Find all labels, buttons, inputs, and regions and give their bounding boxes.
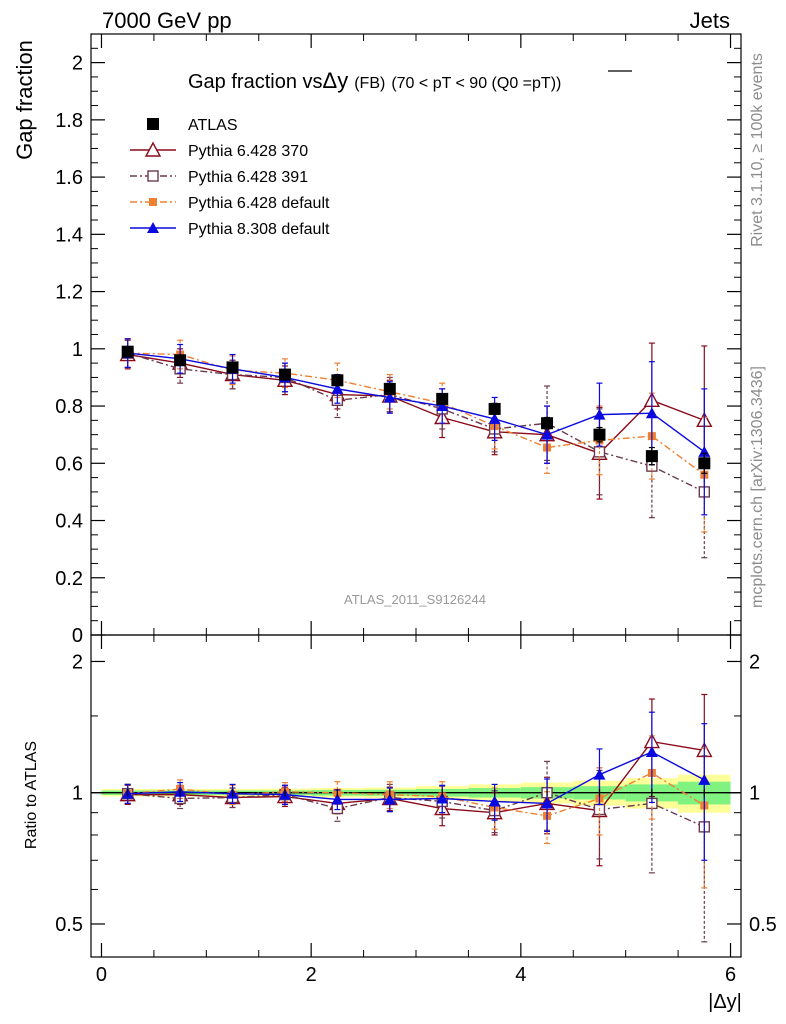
ratio-series-1-group [119, 693, 713, 867]
main-series-4-point [593, 408, 606, 420]
main-ytick-label: 1 [72, 339, 83, 361]
main-ytick-label: 2 [72, 53, 83, 75]
legend-marker [147, 222, 159, 233]
ratio-series-4-point [593, 768, 606, 780]
legend-label: Pythia 8.308 default [188, 221, 330, 238]
main-series-0-group [121, 345, 711, 474]
ratio-ytick-label: 1 [72, 783, 83, 805]
title-selection: (FB) [354, 75, 385, 92]
main-series-0-point [593, 428, 606, 441]
title-variable: Δy [323, 68, 349, 93]
main-series-4-point [383, 391, 396, 403]
legend: ATLAS Pythia 6.428 370 Pythia 6.428 391 Pyt… [130, 117, 330, 238]
main-ytick-label: 1.4 [55, 224, 83, 246]
ratio-series-4-point [698, 773, 711, 785]
main-series-0-point [174, 354, 187, 367]
legend-marker [149, 198, 157, 206]
chart-title: Gap fraction vsΔy (FB) (70 < pT < 90 (Q0 =… [188, 68, 561, 93]
ratio-series-3-group [123, 735, 709, 889]
main-ytick-label: 0.4 [55, 511, 83, 533]
ratio-uncertainty-bands [91, 774, 741, 813]
main-series-0-point [121, 345, 134, 358]
legend-marker [144, 141, 162, 157]
ratio-series-4-point [331, 793, 344, 805]
ratio-xtick-label: 4 [515, 964, 526, 986]
header-jets-label: Jets [690, 8, 730, 33]
ratio-xtick-label: 2 [306, 964, 317, 986]
ratio-ytick-label-right: 2 [749, 651, 760, 673]
main-ytick-label: 0 [72, 625, 83, 647]
ratio-series-4-line [127, 751, 705, 805]
ratio-ylabel: Ratio to ATLAS [23, 741, 40, 849]
legend-entry: Pythia 8.308 default [130, 221, 330, 238]
main-series-4-group [121, 338, 711, 516]
main-series-0-point [541, 417, 554, 430]
ratio-ytick-label: 0.5 [55, 914, 83, 936]
main-series-4-line [127, 352, 705, 453]
main-series-0-point [488, 402, 501, 415]
main-series-4-point [645, 407, 658, 419]
main-series-4-point [541, 428, 554, 440]
main-series-0-point [278, 368, 291, 381]
main-ytick-label: 1.2 [55, 282, 83, 304]
main-series-2-group [121, 338, 711, 559]
main-series-3-line [127, 352, 705, 476]
legend-entry: ATLAS [147, 117, 238, 134]
main-ytick-label: 1.6 [55, 167, 83, 189]
ratio-series-4-point [645, 745, 658, 757]
rivet-version-label: Rivet 3.1.10, ≥ 100k events [749, 53, 766, 247]
ratio-ytick-label-right: 1 [749, 783, 760, 805]
main-series-1-line [127, 353, 705, 455]
ratio-series-4-point [436, 792, 449, 804]
main-series-3-group [123, 338, 709, 533]
ratio-ytick-label-right: 0.5 [749, 914, 777, 936]
ratio-series-4-point [383, 793, 396, 805]
main-axes: 0 0.2 0.4 0.6 0.8 1 1.2 1.4 1.6 1.8 2 [55, 33, 742, 647]
title-prefix: Gap fraction vs [188, 71, 323, 93]
main-series-4-point [488, 412, 501, 424]
main-series-0-point [383, 382, 396, 395]
main-series-4-point [698, 445, 711, 457]
title-cut: (70 < pT < 90 (Q0 = [391, 75, 532, 92]
main-series-4-point [436, 400, 449, 412]
main-ylabel: Gap fraction [12, 40, 37, 160]
ratio-xtick-label: 6 [725, 964, 736, 986]
legend-label: Pythia 6.428 default [188, 195, 330, 212]
ratio-series-4-point [488, 795, 501, 807]
mcplots-label: mcplots.cern.ch [arXiv:1306.3436] [749, 366, 766, 608]
legend-entry: Pythia 6.428 default [130, 195, 330, 212]
ratio-xlabel: |Δy| [708, 991, 742, 1013]
legend-entry: Pythia 6.428 391 [130, 169, 308, 186]
legend-label: ATLAS [188, 117, 238, 134]
ratio-series-4-point [541, 797, 554, 809]
main-ytick-label: 0.2 [55, 568, 83, 590]
legend-label: Pythia 6.428 391 [188, 169, 308, 186]
main-series [119, 338, 713, 559]
legend-entry: Pythia 6.428 370 [130, 141, 308, 160]
legend-label: Pythia 6.428 370 [188, 143, 308, 160]
ratio-xtick-label: 0 [96, 964, 107, 986]
main-series-0-point [698, 457, 711, 470]
main-ytick-label: 1.8 [55, 110, 83, 132]
main-ytick-label: 0.6 [55, 453, 83, 475]
main-series-2-line [127, 352, 705, 493]
legend-marker [147, 118, 159, 130]
main-series-0-point [226, 361, 239, 374]
main-series-0-point [331, 374, 344, 387]
title-cut-end: )) [551, 75, 562, 92]
ratio-axes: 0 2 4 6 0.5 0.5 1 1 2 2 [55, 634, 777, 986]
ratio-ytick-label: 2 [72, 651, 83, 673]
title-cut-overline: pT [532, 75, 551, 92]
main-series-0-point [645, 450, 658, 463]
ratio-series [119, 693, 713, 943]
main-ytick-label: 0.8 [55, 396, 83, 418]
main-series-4-point [331, 382, 344, 394]
analysis-tag: ATLAS_2011_S9126244 [344, 592, 486, 607]
main-series-0-point [436, 392, 449, 405]
header-energy-label: 7000 GeV pp [102, 8, 232, 33]
legend-marker [147, 170, 159, 182]
